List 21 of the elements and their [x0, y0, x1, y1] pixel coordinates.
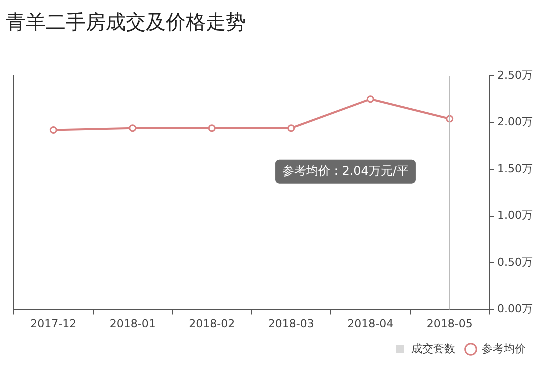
- point: [208, 124, 216, 132]
- x-tick-label: 2018-03: [268, 317, 314, 330]
- x-tick-label: 2018-04: [348, 317, 394, 330]
- y2-tick-label: 1.00万: [498, 209, 534, 222]
- x-tick-label: 2018-01: [110, 317, 156, 330]
- point: [288, 124, 296, 132]
- chart-title: 青羊二手房成交及价格走势: [6, 10, 246, 34]
- y2-tick-label: 2.50万: [498, 68, 534, 82]
- y2-tick-label: 1.50万: [498, 162, 534, 176]
- y2-tick-label: 0.50万: [498, 256, 534, 269]
- x-tick-label: 2018-05: [426, 317, 473, 330]
- point: [129, 124, 137, 132]
- y2-tick-label: 0.00万: [498, 302, 534, 316]
- point: [50, 126, 58, 134]
- x-tick-label: 2018-02: [189, 317, 236, 330]
- annotation: 参考均价 : 2.04万元/平: [282, 164, 409, 178]
- point: [366, 96, 374, 104]
- legend-label: 成交套数: [412, 342, 456, 356]
- y2-tick-label: 2.00万: [498, 116, 534, 129]
- x-tick-label: 2017-12: [30, 317, 77, 330]
- legend-label: 参考均价: [482, 342, 526, 356]
